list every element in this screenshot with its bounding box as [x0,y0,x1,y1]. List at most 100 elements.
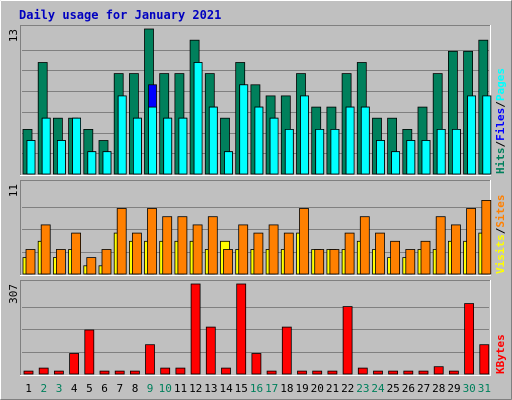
bar-pages-20 [315,128,325,175]
x-tick-label: 2 [40,382,47,395]
bar-pages-17 [269,117,279,175]
bar-kbytes-29 [448,370,459,375]
x-tick-label: 31 [478,382,491,395]
x-tick-label: 27 [417,382,430,395]
bar-pages-4 [72,117,81,175]
bar-sites-26 [405,249,416,275]
bar-sites-28 [435,216,446,275]
legend-entry: Sites [494,195,507,228]
bar-pages-5 [87,151,97,175]
bar-pages-26 [406,140,416,175]
bar-sites-1 [25,249,36,275]
x-tick-label: 26 [402,382,415,395]
x-tick-label: 1 [25,382,32,395]
legend-entry: KBytes [494,334,507,374]
x-tick-label: 11 [174,382,187,395]
bar-sites-13 [207,216,218,275]
bar-sites-17 [268,224,279,275]
panel-max-label: 13 [7,29,20,42]
bar-kbytes-28 [433,366,444,375]
panel-legend: Hits/Files/Pages [494,68,507,174]
bar-pages-27 [421,140,431,175]
bar-kbytes-8 [129,370,140,375]
bar-kbytes-25 [388,370,399,375]
bar-pages-6 [102,151,112,175]
x-tick-label: 17 [265,382,278,395]
bar-sites-20 [314,249,325,275]
bar-kbytes-11 [175,367,186,375]
bar-kbytes-4 [69,353,79,375]
bar-kbytes-27 [418,370,429,375]
bar-pages-31 [482,95,492,175]
bar-kbytes-10 [160,367,171,375]
x-tick-label: 13 [204,382,217,395]
bar-pages-25 [391,151,401,175]
bar-kbytes-17 [266,370,277,375]
bar-kbytes-22 [342,306,353,375]
x-tick-label: 3 [56,382,63,395]
bar-pages-18 [284,128,294,175]
bar-kbytes-18 [281,326,292,375]
x-tick-label: 8 [132,382,139,395]
legend-entry: / [494,227,507,234]
bar-sites-5 [86,257,97,275]
bar-sites-15 [238,224,249,275]
bar-sites-30 [466,208,477,275]
bar-pages-29 [451,128,461,175]
panel-legend: Visits/Sites [494,195,507,275]
bar-kbytes-13 [205,326,216,375]
bar-pages-11 [178,117,188,175]
bar-sites-2 [40,224,51,275]
legend-entry: / [494,101,507,108]
bar-sites-29 [450,224,461,275]
bar-kbytes-16 [251,353,262,375]
bar-sites-10 [162,216,173,275]
panel-visits-sites: 11 Visits/Sites [7,180,507,276]
bar-sites-4 [71,232,81,275]
x-tick-label: 5 [86,382,93,395]
x-tick-label: 22 [341,382,354,395]
bar-kbytes-2 [38,367,49,375]
bar-kbytes-12 [190,283,201,375]
bar-kbytes-6 [99,370,110,375]
bar-sites-24 [375,232,385,275]
bar-kbytes-30 [464,303,475,375]
x-tick-label: 7 [116,382,123,395]
x-tick-label: 30 [463,382,476,395]
bar-pages-13 [208,106,218,175]
bar-sites-23 [359,216,370,275]
x-tick-label: 21 [326,382,339,395]
bar-pages-3 [57,140,66,175]
bar-pages-24 [376,140,385,175]
x-axis-labels: 1 2 3 4 5 6 7 8 9 10 11 12 13 14 15 16 17 18 19 20 21 22 23 24 2… [25,382,491,395]
bar-sites-8 [131,232,142,275]
bar-pages-2 [41,117,51,175]
bar-sites-16 [253,232,264,275]
x-tick-label: 6 [101,382,108,395]
x-tick-label: 23 [356,382,369,395]
panel-max-label: 307 [7,284,20,304]
x-tick-label: 25 [387,382,400,395]
bar-pages-8 [132,117,142,175]
bar-pages-10 [163,117,173,175]
bar-sites-9 [147,208,157,275]
bar-pages-16 [254,106,264,175]
legend-entry: Hits [494,148,507,175]
bar-kbytes-31 [479,344,490,375]
legend-entry: Visits [494,234,507,274]
bar-kbytes-23 [357,367,368,375]
x-tick-label: 14 [219,382,233,395]
bar-sites-22 [344,232,355,275]
x-tick-label: 12 [189,382,202,395]
bar-kbytes-15 [236,283,247,375]
bar-kbytes-5 [84,329,95,375]
bar-sites-12 [192,224,203,275]
bar-sites-19 [299,208,309,275]
bar-kbytes-9 [145,344,155,375]
bar-sites-31 [481,199,492,275]
bar-kbytes-19 [297,370,307,375]
x-tick-label: 29 [447,382,460,395]
bar-pages-28 [436,128,446,175]
bar-pages-15 [239,84,249,175]
legend-entry: / [494,141,507,148]
